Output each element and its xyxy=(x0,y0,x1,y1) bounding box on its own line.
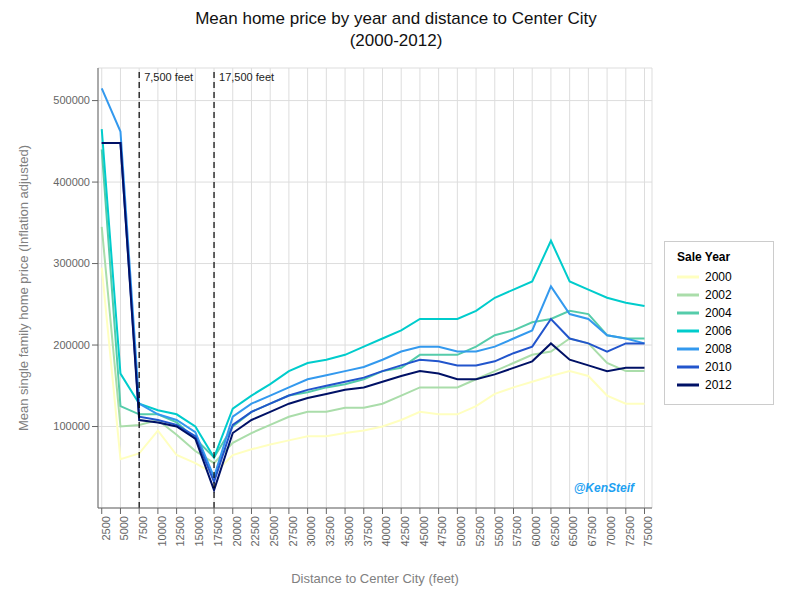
html-text:@KenSteif: @KenSteif xyxy=(573,481,634,495)
svg-text:45000: 45000 xyxy=(418,516,430,547)
html-text:2000: 2000 xyxy=(705,270,732,284)
html-text:2012: 2012 xyxy=(705,378,732,392)
svg-text:62500: 62500 xyxy=(549,516,561,547)
svg-text:5000: 5000 xyxy=(118,516,130,540)
svg-text:20000: 20000 xyxy=(231,516,243,547)
svg-text:57500: 57500 xyxy=(511,516,523,547)
svg-text:55000: 55000 xyxy=(493,516,505,547)
svg-text:500000: 500000 xyxy=(53,94,90,106)
svg-text:100000: 100000 xyxy=(53,420,90,432)
svg-text:15000: 15000 xyxy=(193,516,205,547)
svg-text:35000: 35000 xyxy=(343,516,355,547)
svg-text:40000: 40000 xyxy=(380,516,392,547)
svg-text:50000: 50000 xyxy=(455,516,467,547)
svg-text:7500: 7500 xyxy=(137,516,149,540)
svg-text:72500: 72500 xyxy=(624,516,636,547)
svg-text:30000: 30000 xyxy=(305,516,317,547)
svg-text:22500: 22500 xyxy=(249,516,261,547)
html-text:Mean home price by year and di: Mean home price by year and distance to … xyxy=(195,9,597,50)
svg-text:400000: 400000 xyxy=(53,176,90,188)
svg-text:65000: 65000 xyxy=(567,516,579,547)
svg-text:12500: 12500 xyxy=(174,516,186,547)
svg-text:200000: 200000 xyxy=(53,339,90,351)
html-text:2008: 2008 xyxy=(705,342,732,356)
svg-text:70000: 70000 xyxy=(605,516,617,547)
html-text:Sale Year: Sale Year xyxy=(677,250,731,264)
html-text:2010: 2010 xyxy=(705,360,732,374)
svg-text:37500: 37500 xyxy=(362,516,374,547)
svg-text:67500: 67500 xyxy=(586,516,598,547)
svg-text:60000: 60000 xyxy=(530,516,542,547)
svg-text:7,500 feet: 7,500 feet xyxy=(144,71,193,83)
svg-text:47500: 47500 xyxy=(436,516,448,547)
svg-text:75000: 75000 xyxy=(642,516,654,547)
svg-text:2500: 2500 xyxy=(100,516,112,540)
svg-text:300000: 300000 xyxy=(53,257,90,269)
svg-text:27500: 27500 xyxy=(287,516,299,547)
svg-text:10000: 10000 xyxy=(156,516,168,547)
html-text:2004: 2004 xyxy=(705,306,732,320)
svg-text:32500: 32500 xyxy=(324,516,336,547)
svg-text:Mean single family home price: Mean single family home price (Inflation… xyxy=(16,145,31,431)
svg-text:42500: 42500 xyxy=(399,516,411,547)
svg-text:Distance to Center City (feet): Distance to Center City (feet) xyxy=(291,571,459,586)
svg-text:17,500 feet: 17,500 feet xyxy=(219,71,274,83)
svg-text:52500: 52500 xyxy=(474,516,486,547)
svg-text:17500: 17500 xyxy=(212,516,224,547)
html-text:2006: 2006 xyxy=(705,324,732,338)
svg-text:25000: 25000 xyxy=(268,516,280,547)
html-text:2002: 2002 xyxy=(705,288,732,302)
